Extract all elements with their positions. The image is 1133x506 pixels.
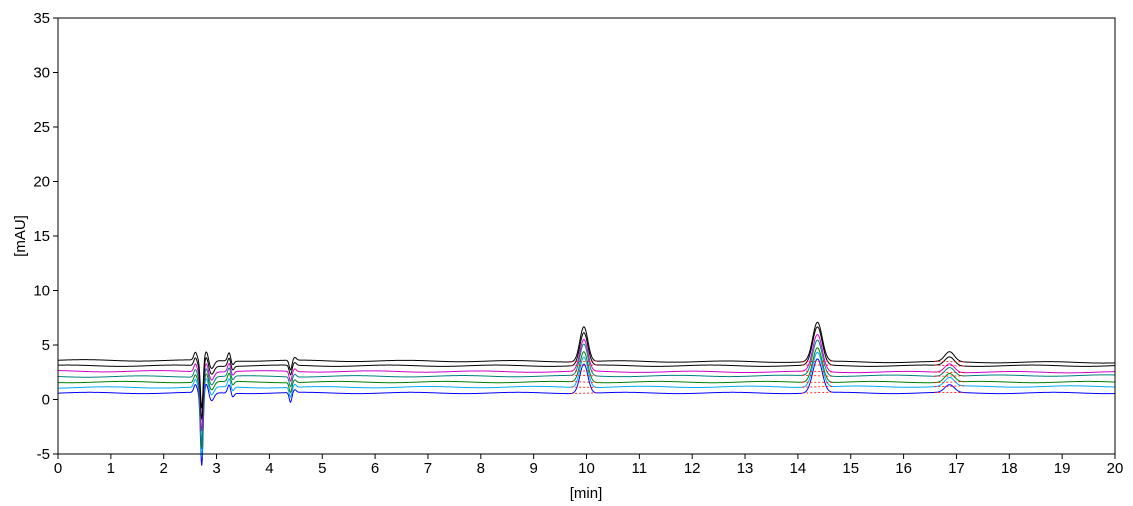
x-tick-label: 19 — [1054, 460, 1071, 477]
x-tick-label: 2 — [160, 460, 168, 477]
x-tick-label: 14 — [790, 460, 807, 477]
series-line — [57, 321, 1116, 409]
x-tick-label: 11 — [632, 460, 648, 477]
y-tick-label: 0 — [42, 392, 50, 409]
integration-baseline — [934, 381, 965, 384]
integration-baseline — [802, 360, 833, 363]
y-tick-label: -5 — [37, 446, 50, 463]
x-tick-label: 12 — [684, 460, 701, 477]
y-tick-label: 15 — [33, 228, 50, 245]
series-line — [57, 326, 1116, 420]
x-tick-label: 16 — [895, 460, 912, 477]
integration-markers — [571, 360, 965, 394]
series-layer — [57, 321, 1116, 466]
x-tick-label: 10 — [578, 460, 595, 477]
integration-baseline — [802, 370, 833, 373]
x-tick-label: 15 — [842, 460, 859, 477]
x-tick-label: 3 — [212, 460, 220, 477]
x-tick-label: 17 — [948, 460, 965, 477]
x-tick-label: 6 — [371, 460, 379, 477]
integration-baseline — [571, 392, 597, 394]
plot-background — [58, 18, 1115, 454]
integration-baseline — [934, 385, 965, 388]
y-tick-label: 10 — [33, 283, 50, 300]
integration-baseline — [571, 374, 597, 377]
x-tick-label: 1 — [107, 460, 115, 477]
integration-baseline — [802, 385, 833, 388]
y-axis-label: [mAU] — [12, 215, 29, 257]
x-axis-label: [min] — [570, 485, 603, 502]
integration-baseline — [802, 391, 833, 394]
x-tick-label: 9 — [529, 460, 537, 477]
series-line — [57, 358, 1116, 466]
x-tick-label: 13 — [737, 460, 754, 477]
x-tick-label: 7 — [424, 460, 432, 477]
x-tick-label: 4 — [265, 460, 273, 477]
y-tick-label: 5 — [42, 337, 50, 354]
integration-baseline — [934, 364, 965, 367]
y-tick-label: 25 — [33, 119, 50, 136]
integration-baseline — [934, 361, 965, 363]
x-tick-label: 8 — [477, 460, 485, 477]
x-tick-label: 18 — [1001, 460, 1018, 477]
integration-baseline — [571, 364, 597, 367]
series-line — [57, 347, 1116, 450]
x-tick-label: 5 — [318, 460, 326, 477]
integration-baseline — [571, 381, 597, 383]
x-axis-ticks: 0 1 2 3 4 5 6 7 8 9 10 11 12 13 14 15 16 17 18 19 20 — [54, 454, 1124, 477]
integration-baseline — [802, 374, 833, 377]
series-line — [58, 333, 1116, 432]
y-axis-ticks: -5 0 5 10 15 20 25 30 35 — [33, 10, 58, 463]
series-line — [57, 339, 1116, 442]
integration-baseline — [934, 371, 965, 374]
series-line — [57, 351, 1116, 457]
y-tick-label: 20 — [33, 174, 50, 191]
integration-baseline — [571, 360, 597, 363]
y-tick-label: 30 — [33, 65, 50, 82]
y-tick-label: 35 — [33, 10, 50, 27]
x-tick-label: 0 — [54, 460, 62, 477]
x-tick-label: 20 — [1107, 460, 1124, 477]
